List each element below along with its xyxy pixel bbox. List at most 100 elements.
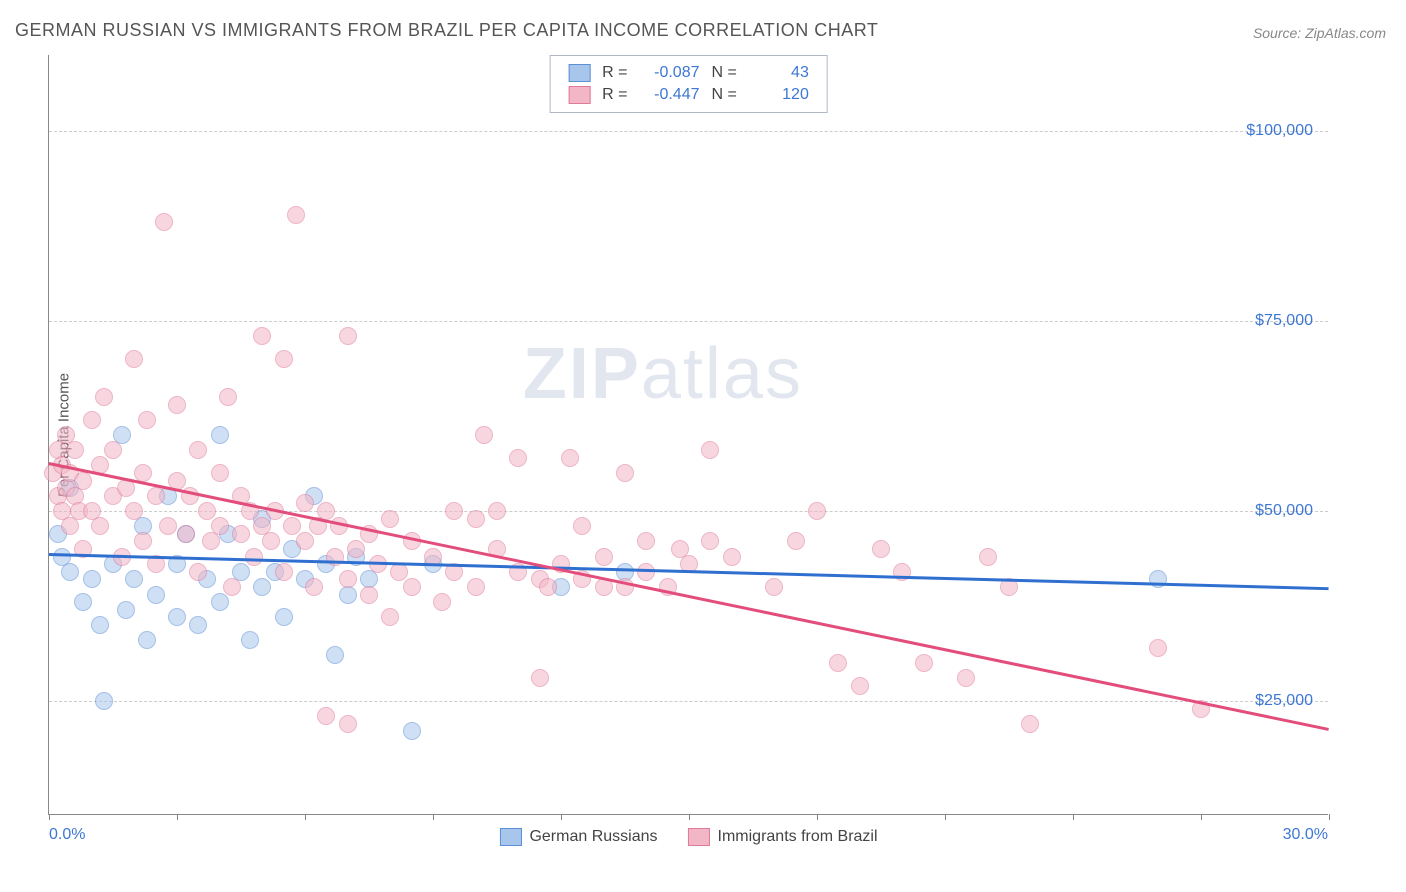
data-point xyxy=(872,540,890,558)
data-point xyxy=(339,327,357,345)
data-point xyxy=(1149,570,1167,588)
data-point xyxy=(467,578,485,596)
data-point xyxy=(262,532,280,550)
data-point xyxy=(253,327,271,345)
data-point xyxy=(168,608,186,626)
source-attribution: Source: ZipAtlas.com xyxy=(1253,25,1386,41)
x-axis-min-label: 0.0% xyxy=(49,826,85,844)
data-point xyxy=(381,608,399,626)
stat-row-series1: R = -0.087 N = 43 xyxy=(568,62,809,84)
data-point xyxy=(296,532,314,550)
data-point xyxy=(488,502,506,520)
trend-line xyxy=(49,462,1330,730)
gridline xyxy=(49,131,1328,132)
x-tick-mark xyxy=(1329,814,1330,820)
data-point xyxy=(232,525,250,543)
data-point xyxy=(787,532,805,550)
data-point xyxy=(347,540,365,558)
data-point xyxy=(287,206,305,224)
data-point xyxy=(66,441,84,459)
data-point xyxy=(808,502,826,520)
x-tick-mark xyxy=(689,814,690,820)
data-point xyxy=(637,532,655,550)
data-point xyxy=(403,722,421,740)
data-point xyxy=(475,426,493,444)
data-point xyxy=(147,586,165,604)
stat-r-label: R = xyxy=(602,64,627,82)
y-tick-label: $100,000 xyxy=(1246,122,1313,140)
data-point xyxy=(83,411,101,429)
data-point xyxy=(296,494,314,512)
data-point xyxy=(915,654,933,672)
stat-r-label: R = xyxy=(602,86,627,104)
data-point xyxy=(211,426,229,444)
chart-title: GERMAN RUSSIAN VS IMMIGRANTS FROM BRAZIL… xyxy=(15,20,878,41)
data-point xyxy=(339,715,357,733)
x-tick-mark xyxy=(305,814,306,820)
data-point xyxy=(723,548,741,566)
legend: German Russians Immigrants from Brazil xyxy=(499,828,877,846)
data-point xyxy=(979,548,997,566)
data-point xyxy=(125,350,143,368)
data-point xyxy=(211,517,229,535)
stat-n-label: N = xyxy=(712,64,737,82)
y-tick-label: $25,000 xyxy=(1255,692,1313,710)
data-point xyxy=(211,464,229,482)
data-point xyxy=(1021,715,1039,733)
data-point xyxy=(104,441,122,459)
y-tick-label: $50,000 xyxy=(1255,502,1313,520)
data-point xyxy=(326,646,344,664)
stat-n-label: N = xyxy=(712,86,737,104)
data-point xyxy=(1149,639,1167,657)
data-point xyxy=(189,441,207,459)
data-point xyxy=(134,532,152,550)
data-point xyxy=(155,213,173,231)
data-point xyxy=(403,578,421,596)
data-point xyxy=(509,449,527,467)
data-point xyxy=(168,396,186,414)
swatch-series1 xyxy=(568,64,590,82)
data-point xyxy=(957,669,975,687)
data-point xyxy=(561,449,579,467)
data-point xyxy=(275,608,293,626)
data-point xyxy=(539,578,557,596)
x-axis-max-label: 30.0% xyxy=(1283,826,1328,844)
stat-r-value-1: -0.087 xyxy=(640,64,700,82)
x-tick-mark xyxy=(817,814,818,820)
data-point xyxy=(189,563,207,581)
data-point xyxy=(433,593,451,611)
data-point xyxy=(851,677,869,695)
data-point xyxy=(198,502,216,520)
legend-swatch-2 xyxy=(688,828,710,846)
legend-swatch-1 xyxy=(499,828,521,846)
data-point xyxy=(91,517,109,535)
data-point xyxy=(219,388,237,406)
x-tick-mark xyxy=(49,814,50,820)
data-point xyxy=(117,601,135,619)
stat-r-value-2: -0.447 xyxy=(640,86,700,104)
data-point xyxy=(531,669,549,687)
data-point xyxy=(445,502,463,520)
x-tick-mark xyxy=(433,814,434,820)
data-point xyxy=(829,654,847,672)
data-point xyxy=(701,532,719,550)
data-point xyxy=(305,578,323,596)
legend-label-2: Immigrants from Brazil xyxy=(718,828,878,846)
legend-item-series1: German Russians xyxy=(499,828,657,846)
correlation-stats-box: R = -0.087 N = 43 R = -0.447 N = 120 xyxy=(549,55,828,113)
data-point xyxy=(765,578,783,596)
data-point xyxy=(616,464,634,482)
data-point xyxy=(159,517,177,535)
stat-n-value-2: 120 xyxy=(749,86,809,104)
data-point xyxy=(283,517,301,535)
watermark: ZIPatlas xyxy=(523,333,803,415)
data-point xyxy=(95,692,113,710)
data-point xyxy=(339,570,357,588)
data-point xyxy=(223,578,241,596)
data-point xyxy=(241,631,259,649)
data-point xyxy=(253,578,271,596)
data-point xyxy=(595,548,613,566)
data-point xyxy=(360,586,378,604)
data-point xyxy=(147,487,165,505)
data-point xyxy=(467,510,485,528)
